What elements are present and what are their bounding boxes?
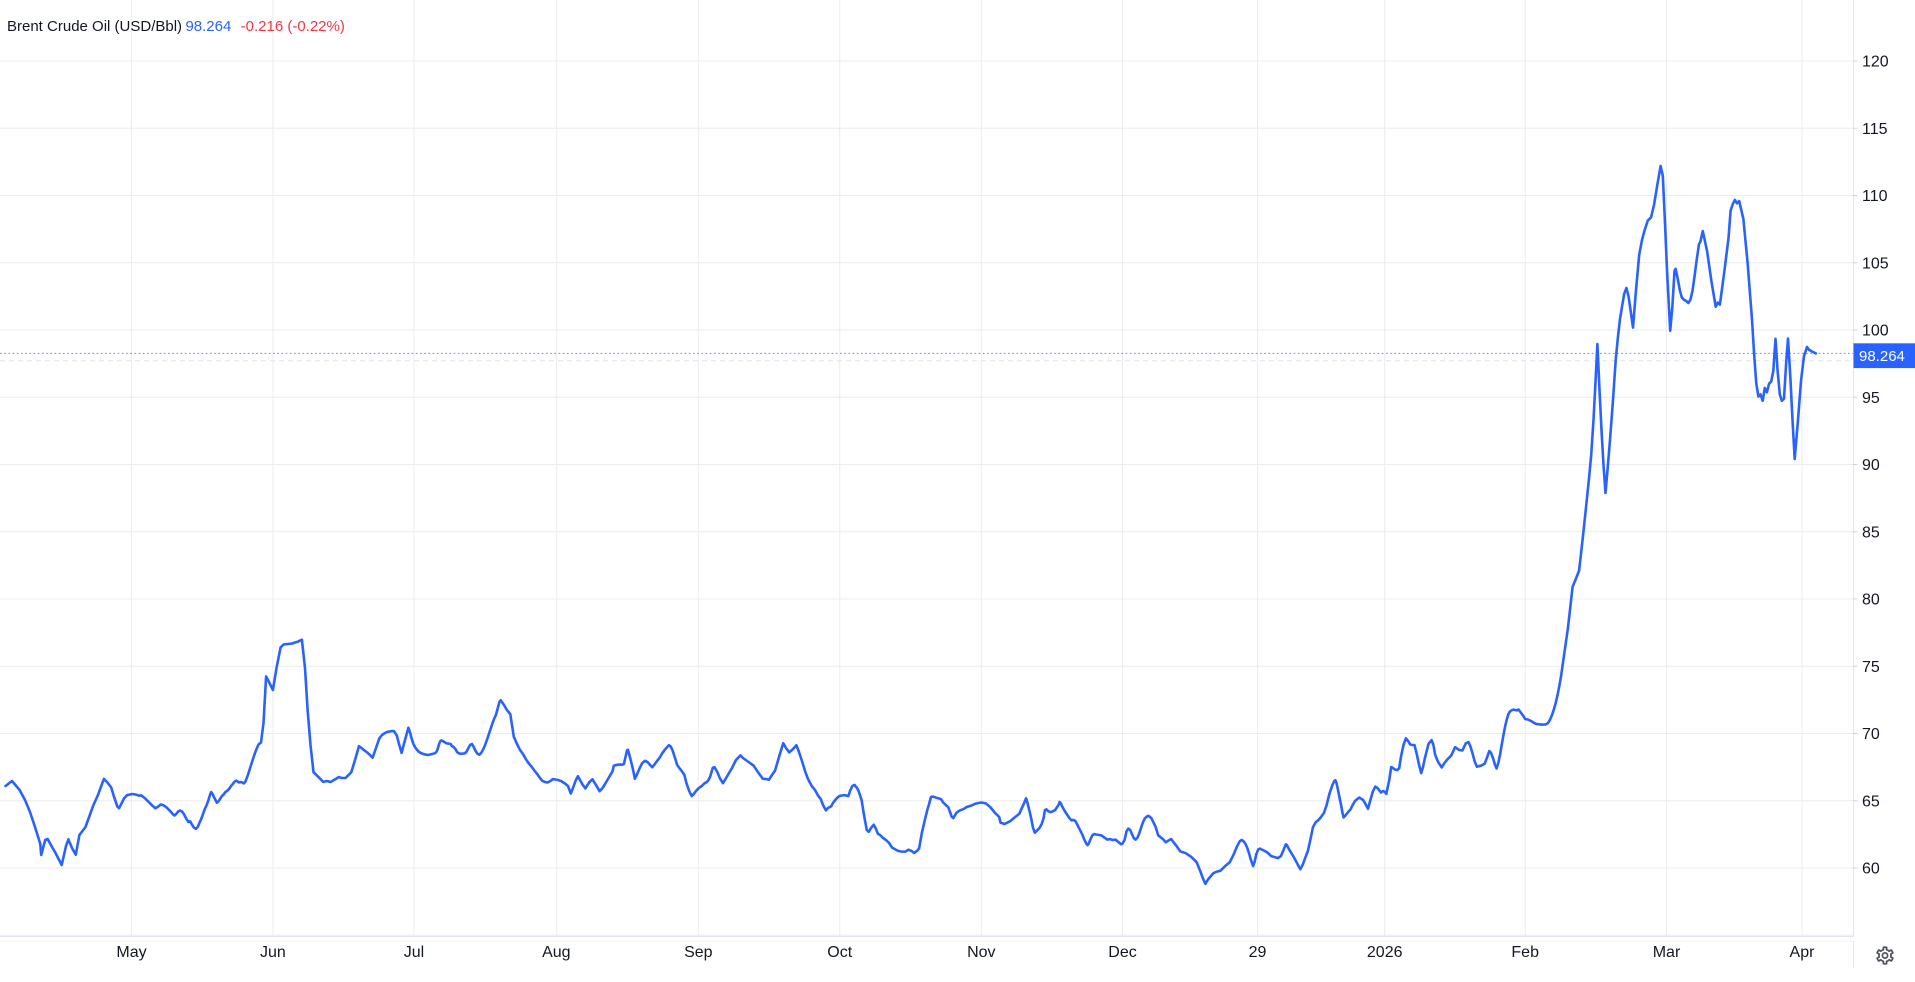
svg-text:Brent Crude Oil (USD/Bbl)98.26: Brent Crude Oil (USD/Bbl) 98.264 -0.216 (-…: [7, 18, 345, 35]
svg-text:80: 80: [1862, 592, 1880, 609]
svg-text:98.264: 98.264: [1859, 348, 1905, 365]
svg-text:70: 70: [1862, 726, 1880, 743]
svg-text:110: 110: [1862, 188, 1888, 205]
svg-text:Jun: Jun: [260, 944, 286, 961]
svg-text:Feb: Feb: [1511, 944, 1539, 961]
svg-text:75: 75: [1862, 659, 1880, 676]
svg-text:Dec: Dec: [1108, 944, 1136, 961]
svg-text:120: 120: [1862, 54, 1889, 71]
svg-text:95: 95: [1862, 390, 1880, 407]
svg-text:115: 115: [1862, 121, 1888, 138]
svg-text:29: 29: [1249, 944, 1267, 961]
svg-text:100: 100: [1862, 323, 1889, 340]
svg-text:85: 85: [1862, 524, 1880, 541]
svg-text:Sep: Sep: [684, 944, 713, 961]
svg-text:90: 90: [1862, 457, 1880, 474]
svg-text:Mar: Mar: [1653, 944, 1681, 961]
svg-text:Apr: Apr: [1790, 944, 1816, 961]
svg-text:105: 105: [1862, 255, 1889, 272]
svg-text:65: 65: [1862, 793, 1880, 810]
svg-text:Oct: Oct: [827, 944, 852, 961]
svg-text:Aug: Aug: [542, 944, 570, 961]
svg-text:May: May: [116, 944, 146, 961]
svg-text:60: 60: [1862, 861, 1880, 878]
svg-text:Nov: Nov: [967, 944, 995, 961]
svg-text:Jul: Jul: [404, 944, 424, 961]
svg-text:2026: 2026: [1367, 944, 1403, 961]
